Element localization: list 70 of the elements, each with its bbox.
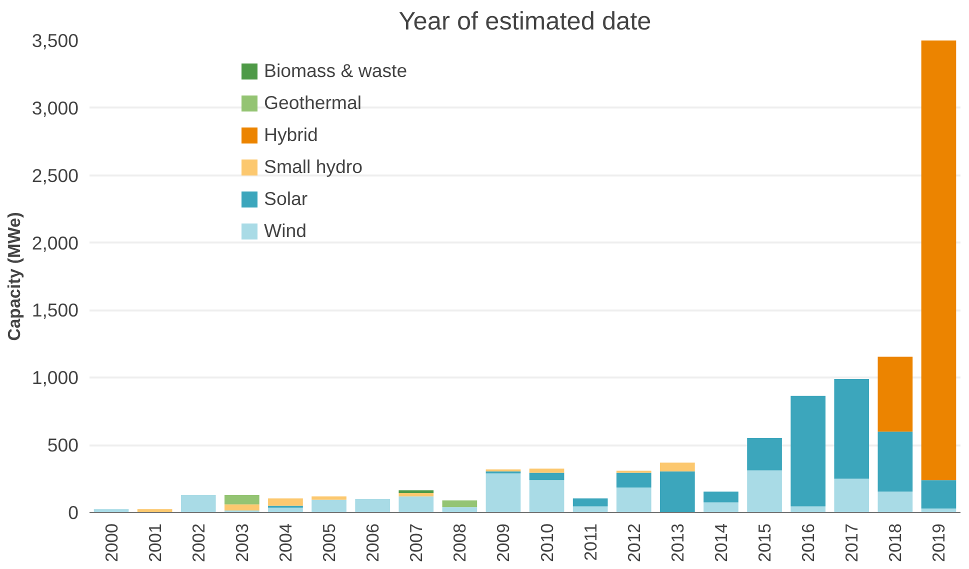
bar — [398, 496, 434, 512]
bar — [224, 494, 260, 504]
y-tick-label: 2,000 — [32, 232, 78, 254]
bar — [704, 492, 738, 502]
chart-title: Year of estimated date — [398, 8, 652, 36]
y-tick-label: 0 — [68, 502, 79, 523]
x-tick-label: 2012 — [624, 523, 644, 562]
bar — [747, 438, 782, 470]
legend-label: Wind — [264, 220, 307, 242]
x-tick-label: 2003 — [232, 523, 252, 562]
x-tick-label: 2005 — [319, 523, 340, 562]
x-tick-label: 2008 — [450, 523, 470, 562]
bar — [268, 498, 303, 506]
bar — [572, 498, 608, 506]
legend-label: Geothermal — [264, 92, 362, 114]
x-tick-label: 2009 — [493, 523, 514, 562]
legend-label: Small hydro — [264, 156, 363, 178]
x-tick-label: 2014 — [710, 523, 731, 562]
bar — [616, 472, 652, 488]
bar — [529, 468, 564, 473]
legend-label: Hybrid — [264, 124, 318, 146]
bar — [529, 480, 564, 512]
bar — [660, 462, 695, 472]
x-tick-label: 2010 — [536, 523, 557, 562]
bar — [398, 490, 434, 493]
bar — [180, 494, 216, 512]
bar — [704, 502, 738, 512]
bar — [921, 40, 956, 480]
bar — [834, 378, 870, 479]
bar — [660, 471, 695, 512]
y-tick-label: 1,500 — [32, 300, 78, 321]
x-tick-label: 2002 — [188, 523, 208, 562]
bar — [398, 492, 434, 496]
bar — [486, 473, 521, 512]
bar — [878, 432, 913, 492]
bar — [790, 506, 826, 512]
y-tick-label: 500 — [47, 434, 79, 456]
x-tick-label: 2015 — [754, 523, 775, 562]
y-axis-title: Capacity (MWe) — [4, 212, 24, 341]
bar — [442, 507, 478, 512]
y-tick-label: 2,500 — [32, 164, 78, 186]
bar — [878, 492, 913, 512]
bar — [878, 356, 913, 432]
x-tick-label: 2000 — [101, 523, 122, 562]
legend-label: Biomass & waste — [264, 60, 408, 82]
x-tick-label: 2017 — [842, 523, 862, 562]
bar — [355, 499, 390, 512]
bar — [834, 478, 870, 512]
bar — [921, 480, 956, 508]
x-tick-label: 2013 — [667, 523, 688, 562]
x-tick-label: 2011 — [580, 523, 600, 561]
x-tick-label: 2006 — [362, 523, 383, 562]
x-tick-label: 2004 — [275, 523, 296, 562]
x-tick-label: 2018 — [885, 523, 906, 562]
x-tick-label: 2007 — [406, 523, 426, 562]
bar — [224, 504, 260, 510]
x-tick-label: 2019 — [928, 523, 949, 562]
bar — [616, 488, 652, 512]
x-tick-label: 2016 — [798, 523, 818, 562]
bar — [442, 500, 478, 508]
bar — [747, 470, 782, 512]
legend-label: Solar — [264, 188, 308, 210]
bar — [790, 396, 826, 506]
y-tick-label: 1,000 — [32, 367, 78, 388]
bar — [529, 472, 564, 480]
y-tick-label: 3,500 — [32, 30, 78, 51]
bar — [312, 500, 346, 512]
y-tick-label: 3,000 — [32, 97, 78, 118]
bar — [572, 506, 608, 512]
x-tick-label: 2001 — [144, 523, 165, 562]
